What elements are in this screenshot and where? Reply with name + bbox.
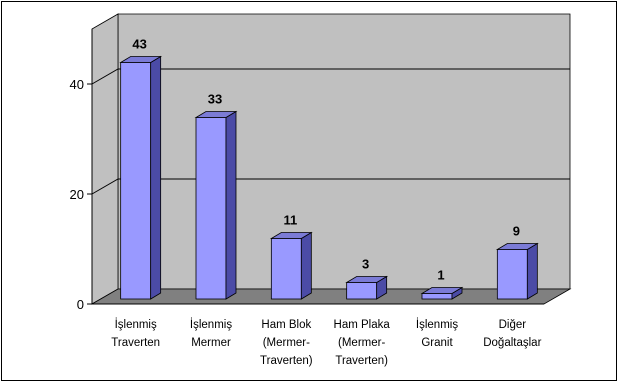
bar-front bbox=[195, 117, 227, 300]
bar-front bbox=[270, 238, 302, 300]
category-label: İşlenmiş Mermer bbox=[190, 318, 232, 349]
bar-side bbox=[300, 231, 312, 300]
category-label-line: (Mermer- bbox=[263, 337, 310, 349]
data-label: 11 bbox=[283, 213, 297, 228]
category-label-line: Traverten) bbox=[335, 355, 388, 367]
category-label: İşlenmiş Traverten bbox=[111, 318, 160, 349]
bar bbox=[269, 231, 313, 300]
bar-side bbox=[526, 242, 538, 300]
gridline bbox=[91, 178, 570, 195]
bar-front bbox=[496, 249, 528, 300]
data-label: 43 bbox=[132, 37, 146, 52]
bar-front bbox=[421, 293, 453, 300]
category-label-line: Ham Blok bbox=[261, 319, 311, 331]
category-label: Diğer Doğaltaşlar bbox=[483, 319, 541, 349]
category-label-line: İşlenmiş bbox=[115, 318, 157, 331]
bar-side bbox=[225, 110, 237, 300]
bar-top bbox=[119, 56, 163, 63]
y-tick-label: 20 bbox=[70, 187, 84, 202]
gridlines bbox=[91, 68, 570, 195]
bar-top bbox=[345, 276, 389, 283]
data-label: 3 bbox=[362, 257, 369, 272]
category-label-line: Traverten bbox=[111, 337, 160, 349]
data-labels: 43 33 11 3 1 9 bbox=[132, 37, 520, 283]
bar-top bbox=[194, 111, 238, 118]
category-label-line: Granit bbox=[421, 337, 453, 349]
category-label-line: İşlenmiş bbox=[416, 318, 458, 331]
bar-top bbox=[495, 243, 539, 250]
bars bbox=[119, 55, 539, 300]
bar-top bbox=[420, 287, 464, 294]
y-tick-label: 40 bbox=[70, 77, 84, 92]
bar-front bbox=[346, 282, 378, 300]
bar-front bbox=[120, 62, 152, 300]
category-label-line: Mermer bbox=[191, 337, 231, 349]
bar bbox=[194, 110, 238, 300]
y-axis: 0 20 40 bbox=[70, 29, 544, 312]
bar bbox=[345, 275, 389, 300]
category-label: İşlenmiş Granit bbox=[416, 318, 458, 349]
data-label: 1 bbox=[437, 268, 444, 283]
category-label-line: İşlenmiş bbox=[190, 318, 232, 331]
category-label-line: (Mermer- bbox=[338, 337, 385, 349]
category-label-line: Traverten) bbox=[260, 355, 313, 367]
data-label: 9 bbox=[513, 224, 520, 239]
bar-side bbox=[150, 55, 162, 300]
category-label: Ham Plaka (Mermer- Traverten) bbox=[334, 319, 391, 367]
bar bbox=[119, 55, 163, 300]
side-wall bbox=[91, 13, 119, 305]
category-label: Ham Blok (Mermer- Traverten) bbox=[260, 319, 313, 367]
bar bbox=[495, 242, 539, 300]
category-label-line: Ham Plaka bbox=[334, 319, 391, 331]
category-label-line: Diğer bbox=[499, 319, 527, 331]
y-tick-label: 0 bbox=[77, 297, 84, 312]
category-label-line: Doğaltaşlar bbox=[483, 337, 541, 349]
category-labels: İşlenmiş Traverten İşlenmiş Mermer Ham Blok (… bbox=[111, 318, 541, 367]
gridline bbox=[91, 68, 570, 85]
data-label: 33 bbox=[208, 92, 222, 107]
bar bbox=[420, 286, 464, 300]
bar-top bbox=[269, 232, 313, 239]
